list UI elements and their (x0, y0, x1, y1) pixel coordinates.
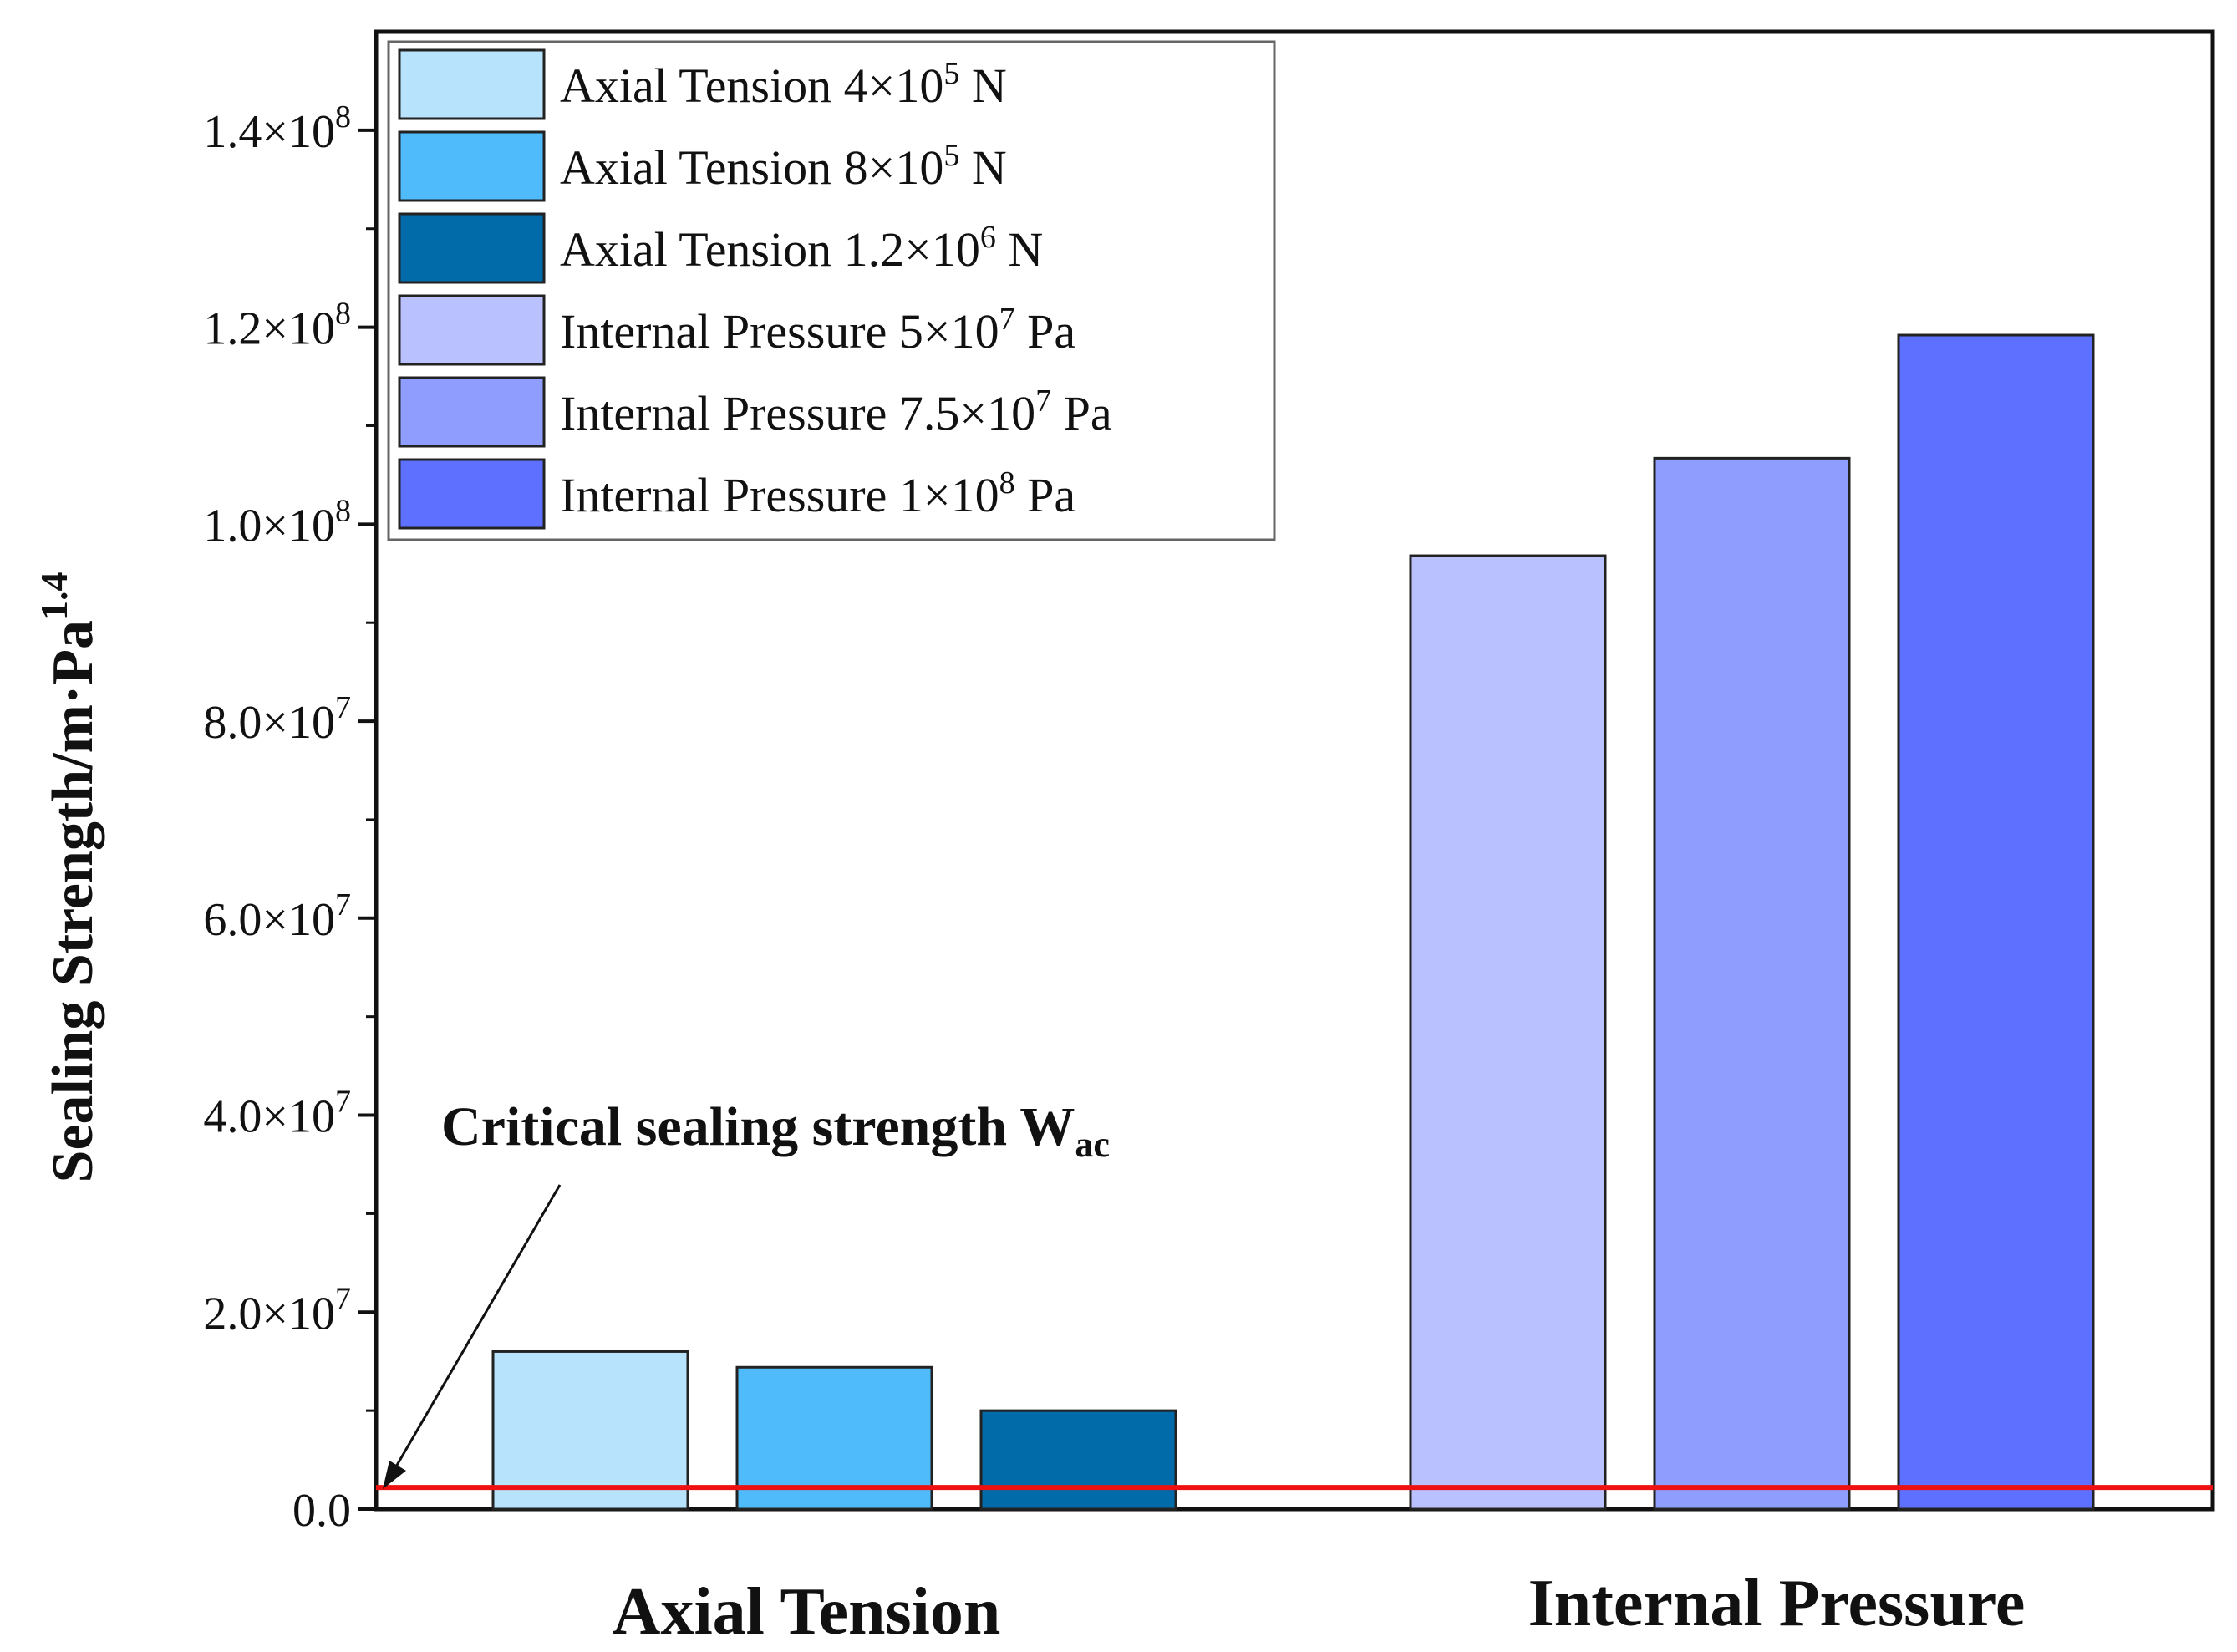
legend-entry: Internal Pressure 7.5×107 Pa (560, 384, 1112, 440)
plot-frame (374, 29, 2215, 1512)
y-tick-label: 6.0×107 (203, 887, 351, 946)
y-tick-label: 0.0 (292, 1485, 351, 1537)
critical-strength-annotation: Critical sealing strength Wac (441, 1096, 1110, 1165)
legend-swatch (398, 458, 546, 530)
annotation-arrowhead (383, 1461, 406, 1489)
bar-pressure-3 (1897, 333, 2095, 1511)
legend-box (387, 40, 1276, 541)
legend-swatch (398, 48, 546, 120)
legend-entry: Internal Pressure 1×108 Pa (560, 465, 1075, 522)
y-tick-label: 1.4×108 (203, 99, 351, 158)
category-label-pressure: Internal Pressure (1528, 1567, 2026, 1640)
legend-swatch (398, 212, 546, 284)
category-label-axial: Axial Tension (613, 1575, 1001, 1649)
legend-entry: Axial Tension 1.2×106 N (560, 220, 1043, 277)
bar-series (491, 333, 2095, 1511)
y-axis: 0.0 2.0×107 4.0×107 6.0×107 8.0×107 1.0×108 1.… (203, 99, 376, 1537)
y-tick-label: 1.0×108 (203, 493, 351, 552)
legend: Axial Tension 4×105 N Axial Tension 8×105… (387, 40, 1276, 541)
legend-swatch (398, 376, 546, 448)
y-tick-label: 2.0×107 (203, 1281, 351, 1339)
bar-pressure-1 (1409, 554, 1607, 1511)
legend-entry: Internal Pressure 5×107 Pa (560, 302, 1075, 358)
y-tick-label: 8.0×107 (203, 690, 351, 749)
y-tick-label: 4.0×107 (203, 1085, 351, 1143)
y-axis-title: Sealing Strength/m·Pa1.4 (33, 572, 105, 1183)
y-tick-label: 1.2×108 (203, 297, 351, 355)
annotation-arrow-line (391, 1184, 562, 1473)
legend-entry: Axial Tension 8×105 N (560, 138, 1007, 195)
bar-pressure-2 (1653, 456, 1851, 1511)
bar-axial-3 (979, 1409, 1177, 1511)
legend-swatch (398, 130, 546, 202)
legend-entry: Axial Tension 4×105 N (560, 56, 1007, 113)
legend-swatch (398, 294, 546, 366)
bar-axial-1 (491, 1350, 689, 1511)
